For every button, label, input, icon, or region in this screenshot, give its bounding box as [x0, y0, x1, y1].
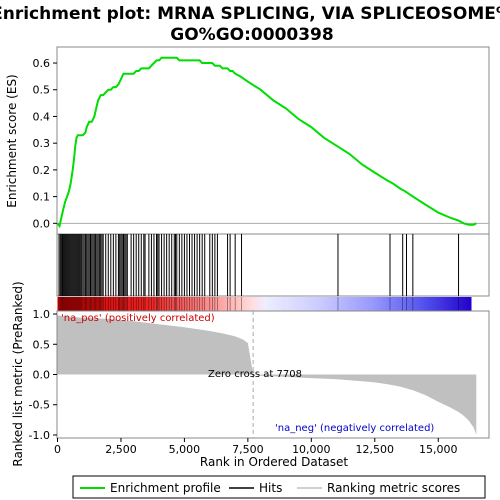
es-y-tick-label: 0.4 — [33, 110, 51, 123]
es-panel: 0.0 0.1 0.2 0.3 0.4 0.5 0.6 Enrichment score (… — [5, 47, 489, 234]
legend-hits-label: Hits — [259, 481, 282, 495]
es-y-tick-label: 0.5 — [33, 84, 51, 97]
es-y-tick-label: 0.2 — [33, 164, 51, 177]
zero-cross-label: Zero cross at 7708 — [208, 369, 302, 380]
es-y-tick-label: 0.3 — [33, 137, 51, 150]
es-y-axis-label: Enrichment score (ES) — [5, 74, 19, 207]
metric-y-tick-label: 0.0 — [33, 369, 51, 382]
rank-color-bar — [58, 297, 472, 311]
metric-y-ticks: 1.0 0.5 0.0 -0.5 -1.0 — [29, 308, 57, 442]
metric-y-tick-label: -1.0 — [29, 429, 50, 442]
es-y-ticks: 0.0 0.1 0.2 0.3 0.4 0.5 0.6 — [33, 57, 58, 230]
es-y-tick-label: 0.0 — [33, 217, 51, 230]
neg-label: 'na_neg' (negatively correlated) — [275, 423, 434, 434]
legend: Enrichment profile Hits Ranking metric s… — [73, 476, 485, 498]
es-y-tick-label: 0.6 — [33, 57, 51, 70]
metric-y-tick-label: 0.5 — [33, 338, 51, 351]
x-axis-label: Rank in Ordered Dataset — [200, 455, 348, 469]
legend-metric-label: Ranking metric scores — [327, 481, 460, 495]
x-tick-label: 15,000 — [419, 443, 458, 456]
x-tick-label: 2,500 — [105, 443, 137, 456]
hits-panel — [57, 234, 489, 296]
x-tick-label: 12,500 — [356, 443, 395, 456]
metric-y-axis-label: Ranked list metric (PreRanked) — [11, 281, 25, 466]
pos-label: 'na_pos' (positively correlated) — [61, 313, 215, 324]
metric-y-tick-label: 1.0 — [33, 308, 51, 321]
chart-title-line2: GO%GO:0000398 — [170, 25, 333, 45]
x-tick-label: 5,000 — [169, 443, 201, 456]
x-axis: 0 2,500 5,000 7,500 10,000 12,500 15,000 — [54, 438, 457, 456]
legend-enrichment-label: Enrichment profile — [110, 481, 221, 495]
metric-y-tick-label: -0.5 — [29, 399, 50, 412]
es-y-tick-label: 0.1 — [33, 191, 51, 204]
x-tick-label: 0 — [54, 443, 61, 456]
chart-title-line1: Enrichment plot: MRNA SPLICING, VIA SPLI… — [0, 4, 500, 24]
